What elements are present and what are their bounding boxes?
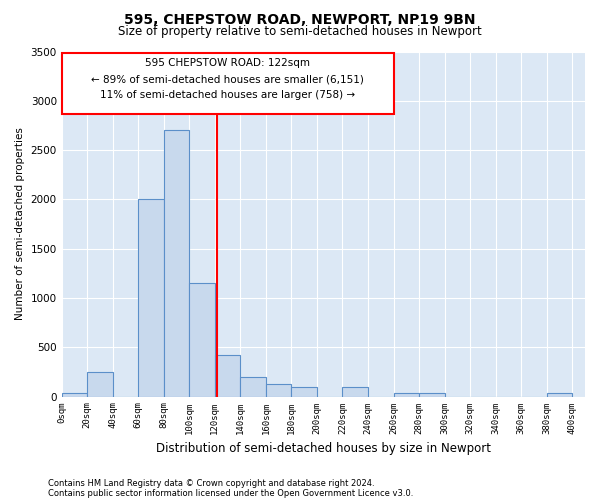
Bar <box>190 283 215 397</box>
Bar <box>419 392 445 396</box>
Bar <box>138 200 164 396</box>
Bar <box>87 372 113 396</box>
Text: Size of property relative to semi-detached houses in Newport: Size of property relative to semi-detach… <box>118 25 482 38</box>
Bar <box>266 384 292 396</box>
Bar <box>62 54 394 114</box>
Bar <box>62 392 87 396</box>
Bar <box>292 386 317 396</box>
Bar <box>394 392 419 396</box>
Bar <box>343 386 368 396</box>
Bar <box>547 392 572 396</box>
X-axis label: Distribution of semi-detached houses by size in Newport: Distribution of semi-detached houses by … <box>156 442 491 455</box>
Text: Contains public sector information licensed under the Open Government Licence v3: Contains public sector information licen… <box>48 488 413 498</box>
Y-axis label: Number of semi-detached properties: Number of semi-detached properties <box>15 128 25 320</box>
Text: 595, CHEPSTOW ROAD, NEWPORT, NP19 9BN: 595, CHEPSTOW ROAD, NEWPORT, NP19 9BN <box>124 12 476 26</box>
Bar <box>164 130 190 396</box>
Bar <box>241 377 266 396</box>
Text: Contains HM Land Registry data © Crown copyright and database right 2024.: Contains HM Land Registry data © Crown c… <box>48 478 374 488</box>
Text: 11% of semi-detached houses are larger (758) →: 11% of semi-detached houses are larger (… <box>100 90 355 100</box>
Text: 595 CHEPSTOW ROAD: 122sqm: 595 CHEPSTOW ROAD: 122sqm <box>145 58 310 68</box>
Bar <box>215 355 241 397</box>
Text: ← 89% of semi-detached houses are smaller (6,151): ← 89% of semi-detached houses are smalle… <box>91 74 364 84</box>
